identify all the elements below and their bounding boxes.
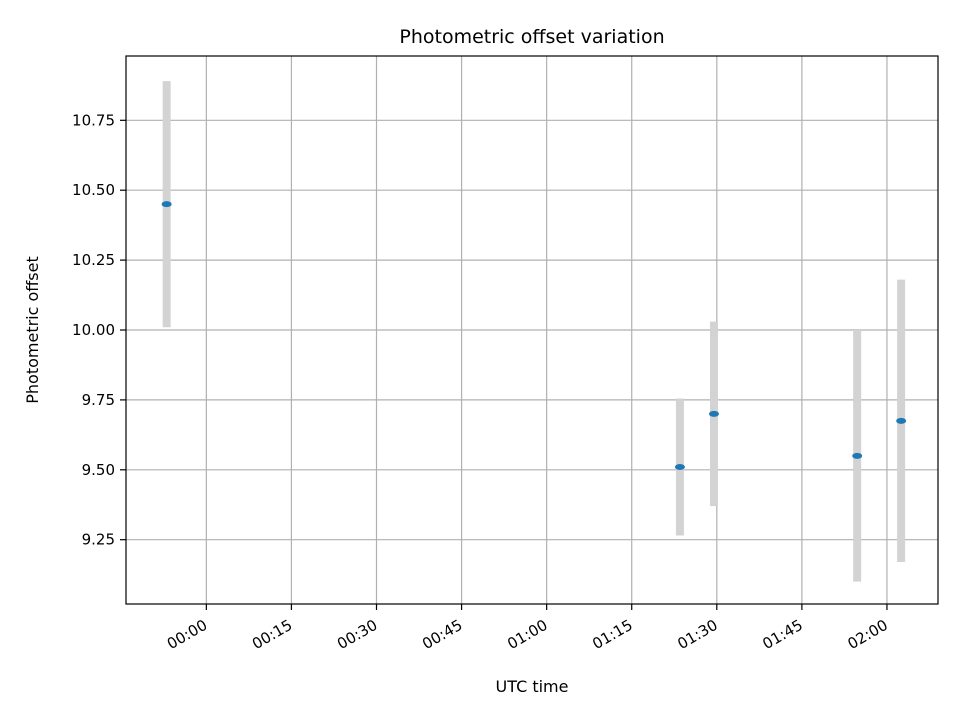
x-tick-label: 01:30 [674,616,720,653]
chart-title: Photometric offset variation [399,26,664,48]
y-tick-label: 9.25 [82,531,115,549]
data-points [161,201,907,470]
x-axis: 00:00 00:15 00:30 00:45 01:00 01:15 01:30 01:45… [164,604,891,653]
data-point [896,417,907,424]
error-bars [162,81,906,582]
x-tick-label: 01:00 [504,616,550,653]
y-tick-label: 10.00 [72,321,115,339]
data-point [161,201,172,208]
y-axis-title: Photometric offset [23,256,42,404]
y-tick-label: 10.25 [72,251,115,269]
x-tick-label: 01:15 [589,616,635,653]
y-axis: 9.25 9.50 9.75 10.00 10.25 10.50 10.75 [72,111,126,549]
x-tick-label: 02:00 [845,616,891,653]
grid [126,56,938,604]
x-tick-label: 00:15 [249,616,295,653]
y-tick-label: 9.75 [82,391,115,409]
y-tick-label: 9.50 [82,461,115,479]
x-tick-label: 00:30 [334,616,380,653]
data-point [674,464,685,470]
y-tick-label: 10.75 [72,111,115,129]
x-axis-title: UTC time [496,677,569,696]
y-tick-label: 10.50 [72,181,115,199]
x-tick-label: 01:45 [759,616,805,653]
data-point [708,410,719,417]
data-point [852,452,863,459]
x-tick-label: 00:45 [419,616,465,653]
x-tick-label: 00:00 [164,616,210,653]
